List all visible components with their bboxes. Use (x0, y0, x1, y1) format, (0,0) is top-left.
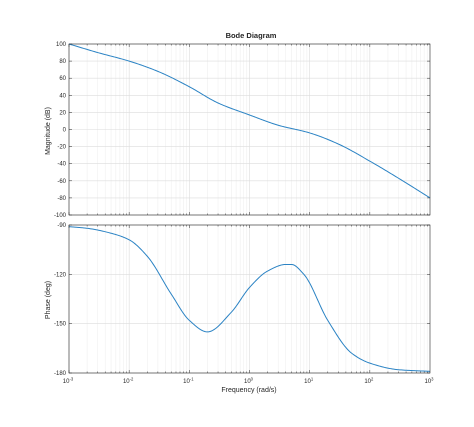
phase-axis-label: Phase (deg) (45, 281, 52, 319)
y-tick-label: 20 (59, 110, 66, 116)
y-tick-label: -100 (54, 213, 67, 219)
y-tick-label: -80 (57, 196, 66, 202)
phase-curve (68, 226, 431, 372)
x-tick-label: 102 (364, 377, 374, 386)
y-tick-label: -60 (57, 179, 66, 185)
axes-box (68, 224, 431, 374)
y-tick-label: -180 (54, 371, 67, 377)
x-axis-label: Frequency (rad/s) (221, 387, 276, 394)
y-tick-label: -20 (57, 145, 66, 151)
y-tick-label: -90 (57, 223, 66, 229)
x-tick-label: 103 (424, 377, 434, 386)
x-tick-label: 101 (304, 377, 314, 386)
x-tick-label: 10-2 (123, 377, 134, 386)
chart-title: Bode Diagram (226, 31, 277, 40)
axes-box (68, 43, 431, 216)
y-tick-label: 80 (59, 59, 66, 65)
y-tick-label: 60 (59, 76, 66, 82)
y-tick-label: 100 (56, 42, 67, 48)
magnitude-axis-label: Magnitude (dB) (45, 107, 52, 155)
x-tick-label: 10-1 (183, 377, 194, 386)
y-tick-label: -120 (54, 272, 67, 278)
y-tick-label: -40 (57, 162, 66, 168)
x-tick-label: 100 (244, 377, 254, 386)
y-tick-label: 40 (59, 93, 66, 99)
y-tick-label: 0 (63, 128, 67, 134)
magnitude-axes: 100 80 60 40 20 0 -20 -40 -60 -80 -100 (54, 42, 431, 219)
magnitude-curve (68, 43, 431, 199)
x-tick-label: 10-3 (63, 377, 74, 386)
y-tick-label: -150 (54, 322, 67, 328)
